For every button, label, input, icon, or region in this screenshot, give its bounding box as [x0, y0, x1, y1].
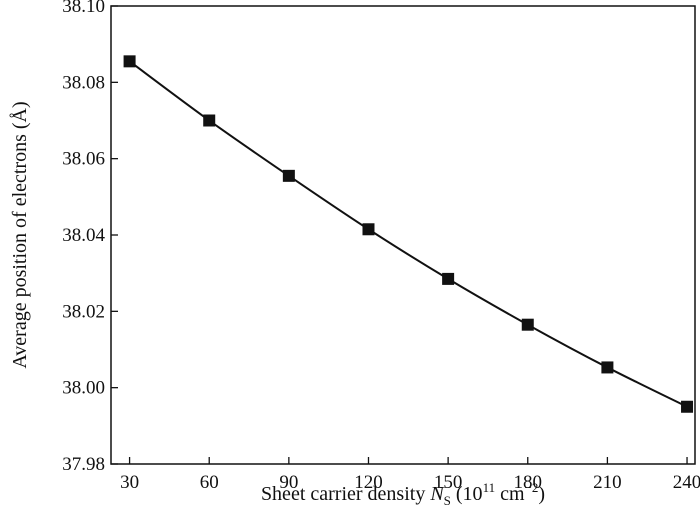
series-markers [123, 55, 694, 413]
x-tick-label: 210 [593, 472, 622, 493]
x-axis-ticks: 30 60 90 120 150 180 210 240 [120, 457, 700, 493]
y-tick-label: 38.04 [62, 225, 105, 246]
y-tick-label: 38.06 [62, 149, 105, 170]
x-tick-label: 30 [120, 472, 139, 493]
x-axis-label: Sheet carrier density NS (1011 cm−2) [261, 480, 545, 507]
x-tick-label: 240 [673, 472, 700, 493]
data-point [521, 318, 534, 331]
x-tick-label: 180 [514, 472, 543, 493]
y-tick-label: 38.02 [62, 301, 105, 322]
y-axis-label: Average position of electrons (Å) [9, 101, 31, 368]
x-tick-label: 90 [279, 472, 298, 493]
data-point [123, 55, 136, 68]
data-point [362, 223, 375, 236]
y-axis-ticks: 37.98 38.00 38.02 38.04 38.06 38.08 38.10 [62, 0, 118, 475]
plot-frame [110, 5, 696, 465]
y-tick-label: 38.00 [62, 378, 105, 399]
y-tick-label: 38.10 [62, 0, 105, 17]
x-tick-label: 150 [434, 472, 463, 493]
y-tick-label: 37.98 [62, 454, 105, 475]
data-point [282, 169, 295, 182]
data-point [681, 400, 694, 413]
series-line [128, 60, 688, 408]
x-tick-label: 120 [354, 472, 383, 493]
data-point [442, 272, 455, 285]
x-tick-label: 60 [200, 472, 219, 493]
y-tick-label: 38.08 [62, 72, 105, 93]
data-point [203, 114, 216, 127]
data-point [601, 361, 614, 374]
